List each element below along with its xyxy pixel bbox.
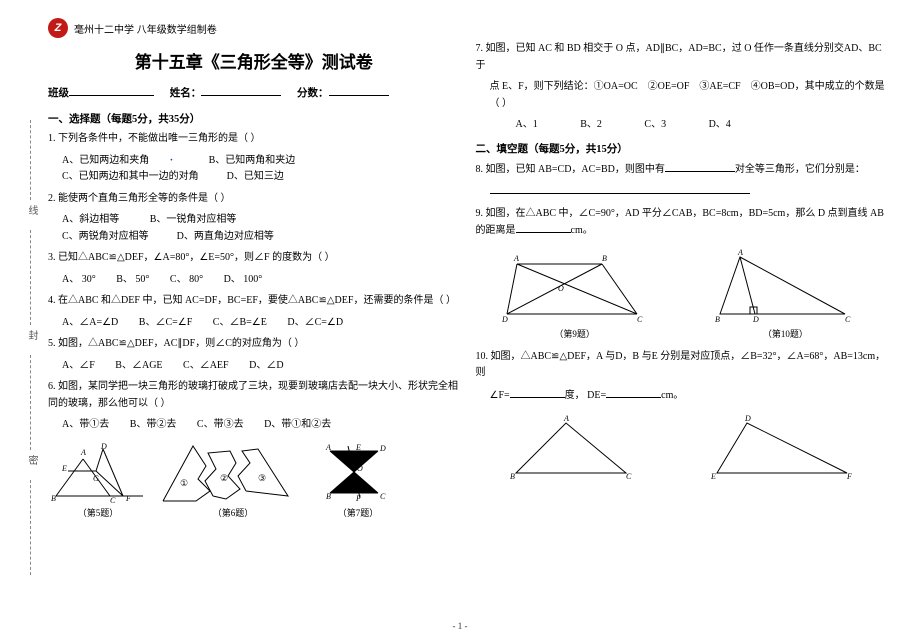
svg-text:D: D: [502, 315, 508, 324]
fig-q6: ① ② ③ （第6题）: [158, 441, 308, 519]
svg-text:C: C: [637, 315, 643, 324]
svg-text:E: E: [710, 472, 716, 481]
name-label: 姓名：: [170, 88, 202, 99]
svg-text:A: A: [563, 415, 569, 423]
section-1-title: 一、选择题（每题5分，共35分）: [48, 111, 460, 126]
svg-text:A: A: [737, 249, 743, 257]
svg-text:①: ①: [180, 478, 188, 488]
score-label: 分数：: [297, 88, 329, 99]
q10-text: 10. 如图，△ABC≌△DEF，A 与D，B 与E 分别是对应顶点，∠B=32…: [476, 349, 888, 382]
fig-q7: A D E B C F O （第7题）: [318, 441, 398, 519]
svg-text:E: E: [61, 464, 67, 473]
fig6-caption: （第6题）: [213, 506, 254, 519]
svg-text:O: O: [357, 464, 363, 473]
svg-text:③: ③: [258, 473, 266, 483]
binding-gutter: 线 封 密: [0, 0, 40, 637]
fig-q5: A B C D E F G （第5题）: [48, 441, 148, 519]
svg-text:B: B: [51, 494, 56, 503]
q7-opts: A、1 B、2 C、3 D、4: [476, 117, 888, 134]
school-logo: Z: [48, 18, 68, 38]
svg-text:②: ②: [220, 473, 228, 483]
fig5-caption: （第5题）: [78, 506, 119, 519]
fig-q10a: A B D C （第10题）: [710, 249, 860, 340]
q10-line2: ∠F=度， DE=cm。: [476, 387, 888, 405]
q8-text: 8. 如图，已知 AB=CD，AC=BD，则图中有对全等三角形，它们分别是：: [476, 161, 888, 179]
svg-text:D: D: [100, 442, 107, 451]
svg-text:D: D: [379, 444, 386, 453]
fig7-caption: （第7题）: [338, 506, 379, 519]
gutter-text-1: 线: [24, 205, 39, 221]
q2-text: 2. 能使两个直角三角形全等的条件是（ ）: [48, 191, 460, 208]
page-number: - 1 -: [453, 621, 468, 631]
svg-text:G: G: [93, 474, 99, 483]
q6-text: 6. 如图，某同学把一块三角形的玻璃打破成了三块，现要到玻璃店去配一块大小、形状…: [48, 379, 460, 412]
svg-text:F: F: [846, 472, 852, 481]
svg-text:D: D: [752, 315, 759, 324]
right-column: 7. 如图，已知 AC 和 BD 相交于 O 点，AD∥BC，AD=BC，过 O…: [468, 18, 896, 619]
class-label: 班级: [48, 88, 69, 99]
svg-text:B: B: [510, 472, 515, 481]
svg-text:A: A: [513, 254, 519, 263]
svg-text:D: D: [744, 415, 751, 423]
q3-text: 3. 已知△ABC≌△DEF，∠A=80°，∠E=50°，则∠F 的度数为（ ）: [48, 250, 460, 267]
fig9-caption: （第9题）: [554, 327, 595, 340]
fig-tri-right: D E F: [707, 415, 857, 483]
q7-text-2: 点 E、F，则下列结论：①OA=OC ②OE=OF ③AE=CF ④OB=OD，…: [476, 79, 888, 112]
svg-text:A: A: [80, 448, 86, 457]
svg-text:C: C: [845, 315, 851, 324]
q5-opts: A、∠F B、∠AGE C、∠AEF D、∠D: [48, 358, 460, 375]
student-info-row: 班级 姓名： 分数：: [48, 84, 460, 100]
svg-text:C: C: [110, 496, 116, 505]
figure-row-q10b: A B C D E F: [476, 415, 888, 483]
exam-title: 第十五章《三角形全等》测试卷: [48, 48, 460, 73]
svg-text:C: C: [380, 492, 386, 501]
school-name: 毫州十二中学 八年级数学组制卷: [74, 21, 217, 36]
figure-row-9-10a: A B D C O （第9题） A B D C: [476, 249, 888, 340]
fig-q9: A B D C O （第9题）: [502, 249, 647, 340]
fig10a-caption: （第10题）: [763, 327, 808, 340]
q6-opts: A、带①去 B、带②去 C、带③去 D、带①和②去: [48, 417, 460, 434]
figure-row-567: AB CD EF G （第5题） ①②③ （第6: [48, 441, 460, 519]
q5-text: 5. 如图，△ABC≌△DEF，AC∥DF，则∠C的对应角为（ ）: [48, 336, 460, 353]
q1-text: 1. 下列各条件中，不能做出唯一三角形的是（ ）: [48, 131, 460, 148]
svg-text:B: B: [326, 492, 331, 501]
left-column: Z 毫州十二中学 八年级数学组制卷 第十五章《三角形全等》测试卷 班级 姓名： …: [40, 18, 468, 619]
svg-text:O: O: [558, 284, 564, 293]
svg-text:F: F: [355, 494, 361, 503]
svg-text:C: C: [626, 472, 632, 481]
svg-text:B: B: [715, 315, 720, 324]
section-2-title: 二、填空题（每题5分，共15分）: [476, 141, 888, 156]
q2-opts: A、斜边相等 B、一锐角对应相等 C、两锐角对应相等 D、两直角边对应相等: [48, 212, 460, 245]
svg-text:F: F: [125, 494, 131, 503]
q8-blank-line: [476, 183, 888, 201]
q7-text: 7. 如图，已知 AC 和 BD 相交于 O 点，AD∥BC，AD=BC，过 O…: [476, 41, 888, 74]
q9-text: 9. 如图，在△ABC 中，∠C=90°，AD 平分∠CAB，BC=8cm，BD…: [476, 206, 888, 240]
bullet-icon: ·: [170, 153, 173, 170]
q1-opts: A、已知两边和夹角 · B、已知两角和夹边 C、已知两边和其中一边的对角 D、已…: [48, 153, 460, 186]
fig-tri-left: A B C: [506, 415, 636, 483]
gutter-text-3: 密: [24, 455, 39, 471]
svg-text:B: B: [602, 254, 607, 263]
q4-text: 4. 在△ABC 和△DEF 中，已知 AC=DF，BC=EF，要使△ABC≌△…: [48, 293, 460, 310]
q4-opts: A、∠A=∠D B、∠C=∠F C、∠B=∠E D、∠C=∠D: [48, 315, 460, 332]
q3-opts: A、 30° B、 50° C、 80° D、 100°: [48, 272, 460, 289]
svg-text:E: E: [355, 443, 361, 452]
svg-text:A: A: [325, 443, 331, 452]
gutter-text-2: 封: [24, 330, 39, 346]
